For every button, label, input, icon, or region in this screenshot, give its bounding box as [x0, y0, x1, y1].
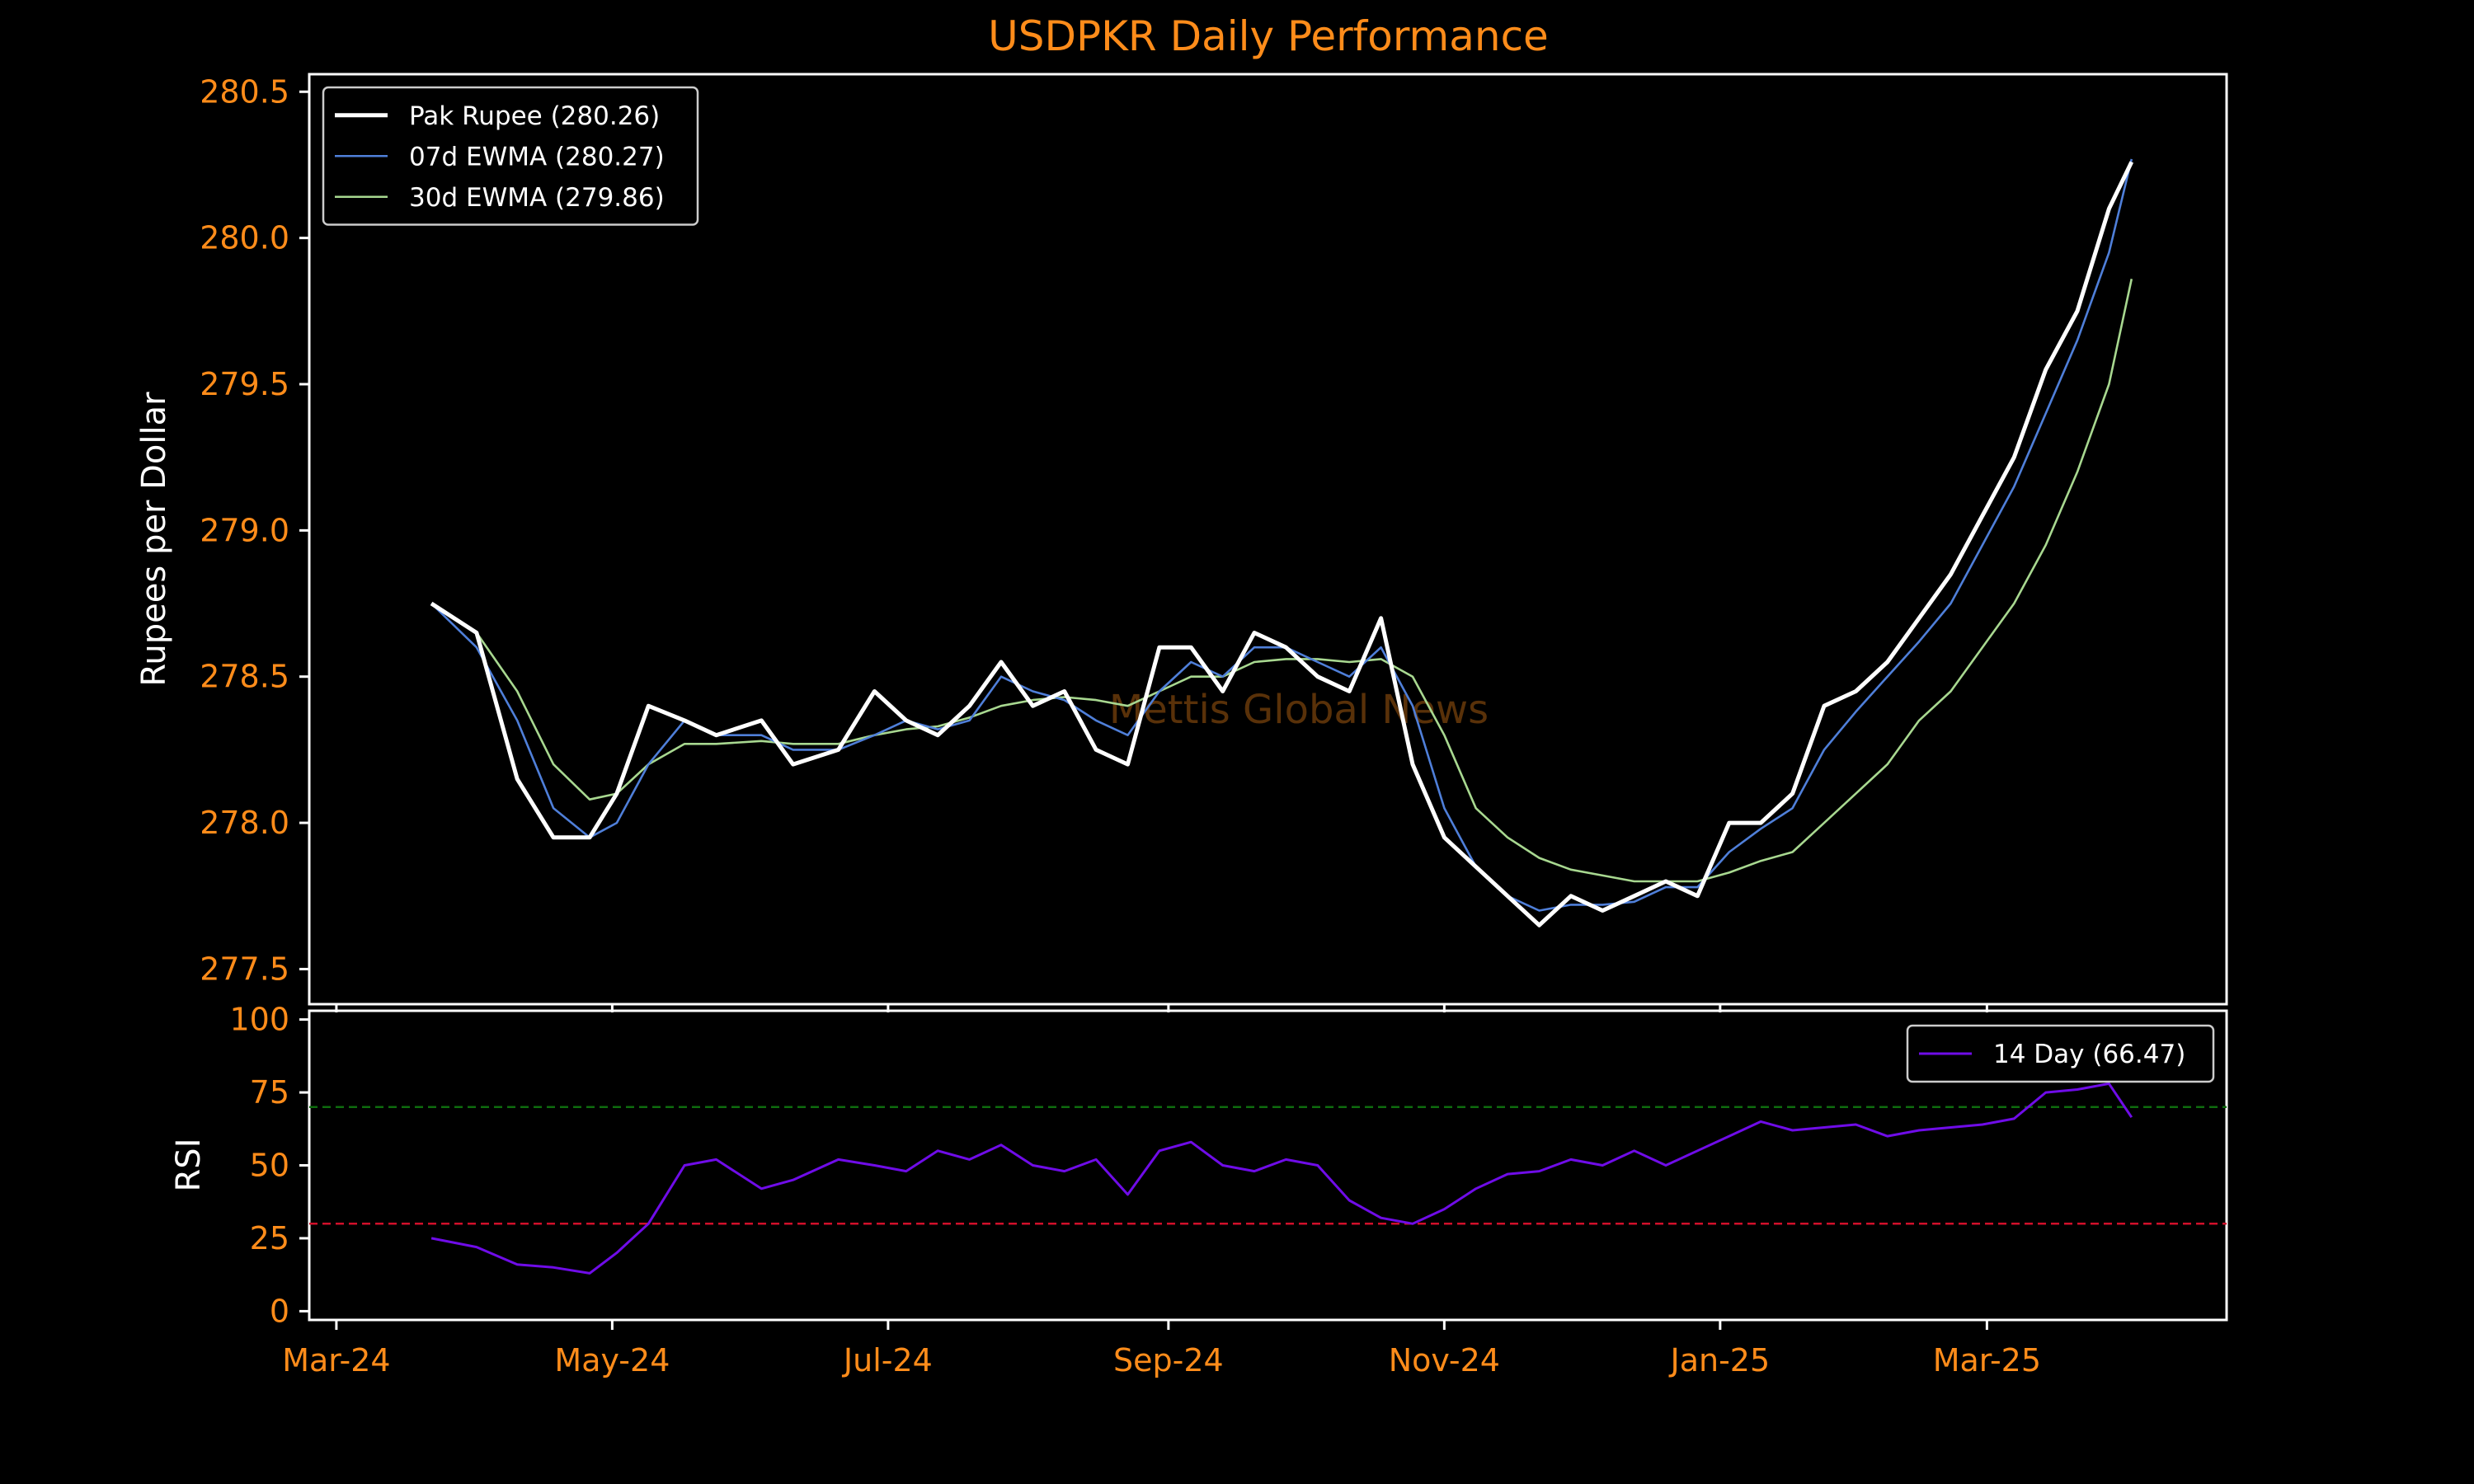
rsi-y-tick-label: 25: [250, 1220, 289, 1256]
ewma-30d-line: [430, 279, 2133, 883]
price-y-tick-label: 280.5: [200, 73, 289, 110]
rsi-legend: 14 Day (66.47): [1906, 1024, 2215, 1083]
rsi-line: [430, 1082, 2133, 1275]
legend-entry: Pak Rupee (280.26): [409, 101, 660, 131]
rsi-y-axis: 0 25 50 75 100: [229, 1002, 309, 1329]
rsi-y-tick-label: 75: [250, 1074, 289, 1111]
x-tick-label: Jan-25: [1669, 1342, 1771, 1378]
x-tick-label: May-24: [554, 1342, 670, 1378]
rsi-y-tick-label: 50: [250, 1148, 289, 1184]
legend-entry: 30d EWMA (279.86): [409, 183, 665, 213]
x-tick-label: Nov-24: [1389, 1342, 1500, 1378]
price-panel: 277.5 278.0 278.5 279.0 279.5 280.0 280.5 Rupe…: [135, 73, 2228, 1006]
price-y-tick-label: 278.5: [200, 659, 289, 695]
price-y-tick-label: 278.0: [200, 805, 289, 841]
price-y-tick-label: 279.0: [200, 512, 289, 548]
price-y-axis: 277.5 278.0 278.5 279.0 279.5 280.0 280.5: [200, 73, 309, 987]
x-tick-label: Jul-24: [842, 1342, 933, 1378]
price-series: [430, 158, 2134, 928]
rsi-panel: 0 25 50 75 100 RSI 14 Day (66.47): [170, 1002, 2228, 1329]
x-axis: Mar-24 May-24 Jul-24 Sep-24 Nov-24 Jan-25 Mar-…: [282, 1004, 2041, 1378]
rsi-series: [309, 1082, 2227, 1275]
price-y-tick-label: 277.5: [200, 951, 289, 987]
x-tick-label: Mar-24: [282, 1342, 390, 1378]
legend-box: [1906, 1024, 2215, 1083]
watermark: Mettis Global News: [1109, 687, 1489, 733]
price-y-tick-label: 280.0: [200, 220, 289, 256]
price-y-axis-label: Rupees per Dollar: [135, 392, 173, 687]
pak-rupee-line: [430, 161, 2134, 928]
x-tick-label: Sep-24: [1113, 1342, 1224, 1378]
price-y-tick-label: 279.5: [200, 366, 289, 402]
legend-entry: 14 Day (66.47): [1993, 1040, 2185, 1069]
rsi-y-tick-label: 100: [229, 1002, 289, 1038]
price-legend: Pak Rupee (280.26) 07d EWMA (280.27) 30d E…: [322, 86, 699, 226]
price-panel-frame: [308, 73, 2228, 1006]
legend-box: [322, 86, 699, 226]
rsi-y-axis-label: RSI: [170, 1139, 208, 1192]
rsi-y-tick-label: 0: [270, 1293, 289, 1329]
chart-title: USDPKR Daily Performance: [988, 12, 1549, 60]
x-tick-label: Mar-25: [1933, 1342, 2041, 1378]
ewma-7d-line: [430, 158, 2133, 912]
legend-entry: 07d EWMA (280.27): [409, 142, 665, 171]
